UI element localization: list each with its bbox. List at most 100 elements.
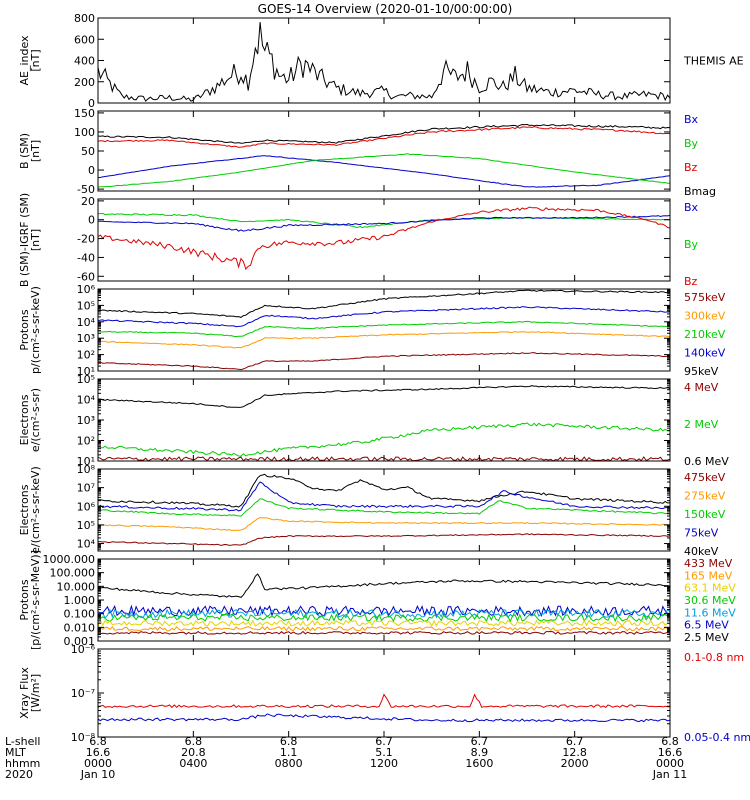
y-tick-label: 10⁶: [77, 283, 96, 296]
y-tick-label: 50: [81, 145, 95, 158]
y-tick-label: -60: [77, 270, 95, 283]
legend-label: 75keV: [684, 527, 719, 540]
x-tick-label: 0800: [275, 757, 303, 770]
y-tick-label: 800: [74, 12, 95, 25]
series-line-bz: [98, 126, 670, 148]
x-tick-label: 6.7: [471, 735, 489, 748]
y-tick-label: 600: [74, 33, 95, 46]
series-line-210kev: [98, 320, 670, 338]
panel-elec_hi: 10¹ 10² 10³ 10⁴ 10⁵ Electronse/(cm²-s-sr) 4 Me…: [18, 373, 729, 468]
y-tick-label: 20: [81, 195, 95, 208]
x-axis-row-label: hhmm: [5, 757, 40, 770]
series-line-75kev: [98, 481, 670, 512]
x-tick-label: 6.7: [566, 735, 584, 748]
legend-label: 11.6 MeV: [684, 606, 736, 619]
legend-label: 275keV: [684, 490, 726, 503]
x-tick-label: 5.1: [375, 746, 393, 759]
y-tick-label: 10²: [77, 435, 95, 448]
y-tick-label: 1.000: [64, 594, 96, 607]
plot-area-bsm: [98, 123, 670, 188]
series-line-bx: [98, 214, 670, 232]
legend-label: Bmag: [684, 185, 716, 198]
y-tick-label: 10⁵: [77, 519, 95, 532]
series-line-150kev: [98, 498, 670, 517]
x-tick-label: 6.8: [280, 735, 298, 748]
y-axis-label: B (SM)[nT]: [18, 133, 42, 169]
panel-elec_lo: 10⁴ 10⁵ 10⁶ 10⁷ 10⁸ Electronse/(cm²-s-sr-keV)…: [18, 463, 726, 558]
x-tick-label: 0000: [84, 757, 112, 770]
y-tick-label: 10⁵: [77, 373, 95, 386]
series-line-40kev: [98, 473, 670, 508]
legend-label: 4 MeV: [684, 381, 719, 394]
x-tick-label: 6.7: [375, 735, 393, 748]
legend-label: 165 MeV: [684, 569, 733, 582]
y-tick-label: -40: [77, 251, 95, 264]
y-tick-label: 10³: [77, 332, 95, 345]
legend-label: 2 MeV: [684, 418, 719, 431]
panel-frame: [97, 378, 671, 462]
y-tick-label: 0: [88, 214, 95, 227]
figure-title: GOES-14 Overview (2020-01-10/00:00:00): [258, 2, 513, 16]
x-tick-label: 1.1: [280, 746, 298, 759]
series-line-bz: [98, 206, 670, 270]
y-tick-label: 10⁴: [77, 538, 96, 551]
plot-area-protons_hi: [98, 573, 670, 635]
legend-label: THEMIS AE: [683, 55, 744, 68]
x-tick-label: 0000: [656, 757, 684, 770]
x-tick-label: 0400: [179, 757, 207, 770]
y-tick-label: 0.001: [64, 635, 96, 648]
series-line-2-5-mev: [98, 573, 670, 598]
y-tick-label: 10³: [77, 414, 95, 427]
series-line-275kev: [98, 516, 670, 532]
y-tick-label: 1000.000: [43, 553, 96, 566]
x-tick-label: 6.8: [661, 735, 679, 748]
series-line-0-1-0-8-nm: [98, 693, 670, 709]
y-tick-label: 200: [74, 76, 95, 89]
plot-area-ae: [98, 22, 670, 102]
series-line-300kev: [98, 330, 670, 349]
y-tick-label: 10⁻⁷: [71, 687, 95, 700]
y-tick-label: 10⁶: [77, 500, 96, 513]
y-tick-label: 100.000: [50, 567, 96, 580]
x-tick-label: 12.8: [562, 746, 587, 759]
panel-frame: [97, 110, 671, 192]
x-tick-label: 2000: [561, 757, 589, 770]
legend-label: 300keV: [684, 310, 726, 323]
panel-xray: 10⁻⁸ 10⁻⁷ 10⁻⁶ Xray Flux[W/m²] 0.1-0.8 nm 0.0…: [18, 643, 750, 744]
series-line-bmag: [98, 123, 670, 144]
y-tick-label: 10⁴: [77, 394, 96, 407]
legend-label: By: [684, 137, 699, 150]
y-tick-label: 100: [74, 126, 95, 139]
series-line-bx: [98, 155, 670, 188]
y-axis-label: Electronse/(cm²-s-sr): [18, 388, 42, 452]
y-tick-label: -20: [77, 233, 95, 246]
series-line-2-mev: [98, 422, 670, 457]
legend-label: 433 MeV: [684, 557, 733, 570]
plot-area-elec_hi: [98, 385, 670, 461]
y-axis-label: Electronse/(cm²-s-sr-keV): [18, 466, 42, 554]
legend-label: 40keV: [684, 545, 719, 558]
panel-frame: [97, 288, 671, 372]
panel-bsm: -50 0 50 100 150 B (SM)[nT] Bx By Bz Bmag: [18, 107, 716, 198]
panel-bigrf: -60 -40 -20 0 20 B (SM)-IGRF (SM)[nT] Bx By Bz: [18, 193, 699, 288]
x-axis-row-label: 2020: [5, 768, 33, 781]
y-axis-label: Protons[p/(cm²-s-sr-MeV)]: [18, 550, 42, 650]
y-tick-label: 10⁴: [77, 316, 96, 329]
legend-label: 0.05-0.4 nm: [684, 731, 750, 744]
legend-label: 210keV: [684, 328, 726, 341]
series-line-140kev: [98, 306, 670, 328]
legend-label: Bz: [684, 275, 698, 288]
panel-ae: 0 200 400 600 800 AE_index[nT] THEMIS AE: [18, 12, 744, 110]
panel-frame: [97, 468, 671, 552]
y-axis-label: B (SM)-IGRF (SM)[nT]: [18, 193, 42, 287]
legend-label: 95keV: [684, 365, 719, 378]
legend-label: 2.5 MeV: [684, 631, 729, 644]
series-line-by: [98, 153, 670, 188]
series-line-themis-ae: [98, 22, 670, 102]
x-tick-label: Jan 11: [652, 768, 687, 781]
y-tick-label: 400: [74, 55, 95, 68]
legend-label: 0.1-0.8 nm: [684, 651, 744, 664]
